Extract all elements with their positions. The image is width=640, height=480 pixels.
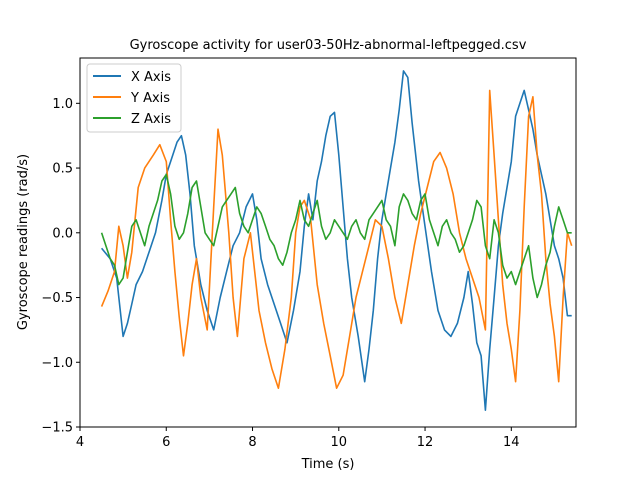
legend-entry-label: Z Axis: [131, 112, 171, 127]
y-tick-label: 0.0: [52, 226, 73, 241]
x-tick-label: 6: [162, 435, 170, 450]
legend: X Axis Y Axis Z Axis: [86, 63, 182, 133]
chart-title: Gyroscope activity for user03-50Hz-abnor…: [130, 38, 527, 53]
x-tick-label: 12: [417, 435, 434, 450]
x-tick-label: 14: [503, 435, 520, 450]
y-tick-label: 1.0: [52, 97, 73, 112]
y-axis-ticks: −1.5 −1.0 −0.5 0.0 0.5 1.0: [41, 97, 80, 436]
y-tick-label: −0.5: [41, 291, 73, 306]
series-line-z-axis: [100, 173, 572, 299]
x-tick-label: 10: [331, 435, 348, 450]
y-axis-label: Gyroscope readings (rad/s): [16, 154, 31, 330]
series-lines: [100, 70, 573, 411]
x-tick-label: 4: [76, 435, 84, 450]
legend-entry-label: Y Axis: [130, 91, 170, 106]
legend-box: [86, 63, 182, 133]
x-tick-label: 8: [248, 435, 256, 450]
plot-area: [100, 70, 573, 411]
legend-entry-label: X Axis: [131, 70, 171, 85]
series-line-y-axis: [100, 89, 573, 389]
x-axis-label: Time (s): [301, 457, 355, 472]
series-line-x-axis: [100, 70, 572, 411]
y-tick-label: 0.5: [52, 162, 73, 177]
y-tick-label: −1.5: [41, 421, 73, 436]
y-tick-label: −1.0: [41, 356, 73, 371]
x-axis-ticks: 4 6 8 10 12 14: [76, 427, 520, 450]
plot-frame: [79, 57, 577, 428]
